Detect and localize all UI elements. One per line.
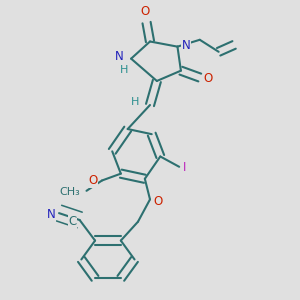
- Text: I: I: [183, 161, 187, 174]
- Text: N: N: [47, 208, 56, 221]
- Text: N: N: [182, 39, 191, 52]
- Text: CH₃: CH₃: [59, 187, 80, 197]
- Text: C: C: [69, 215, 77, 228]
- Text: O: O: [153, 195, 163, 208]
- Text: N: N: [115, 50, 123, 63]
- Text: O: O: [88, 174, 98, 187]
- Text: H: H: [131, 97, 140, 106]
- Text: O: O: [140, 5, 149, 19]
- Text: H: H: [120, 64, 128, 75]
- Text: O: O: [203, 72, 212, 85]
